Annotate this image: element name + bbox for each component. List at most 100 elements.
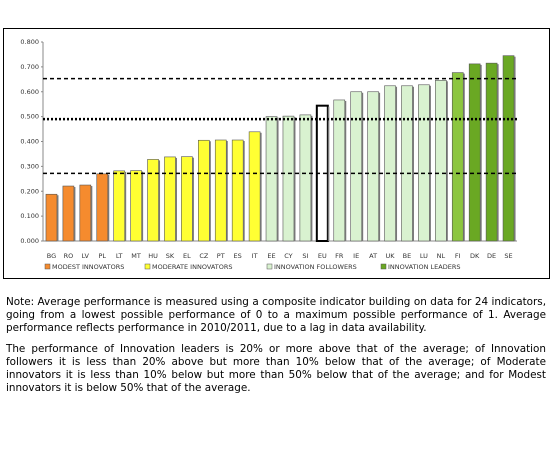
bar (333, 99, 346, 242)
legend-swatch (380, 263, 387, 270)
x-tick-label: HU (148, 252, 158, 260)
bar (282, 115, 295, 242)
bar-shadow (361, 92, 364, 241)
bar-shadow (209, 141, 211, 241)
bar (248, 131, 261, 242)
bar-shadow (124, 171, 127, 241)
x-tick-label: FR (335, 252, 344, 260)
bar-shadow (56, 195, 59, 241)
x-tick-label: RO (64, 252, 74, 260)
y-tick-label: 0.600 (20, 88, 39, 96)
bar (418, 84, 430, 242)
x-tick-label: DE (487, 252, 496, 260)
bar (113, 170, 125, 242)
bar (147, 159, 159, 242)
chart: 0.000 0.100 0.200 0.300 0.400 0.500 0.600 0.700… (3, 28, 550, 279)
x-tick-label: FI (455, 252, 461, 260)
bar (401, 85, 413, 242)
bar-shadow (175, 157, 177, 241)
note: The performance of Innovation leaders is… (6, 343, 546, 394)
bar-shadow (378, 92, 381, 241)
x-tick-label: EU (318, 252, 327, 260)
bar-shadow (446, 81, 448, 242)
bar (96, 173, 109, 242)
bar-shadow (497, 64, 499, 241)
y-tick-label: 0.300 (20, 162, 39, 170)
x-tick-label: MT (131, 252, 141, 260)
legend-swatch (266, 263, 273, 270)
x-tick-label: NL (437, 252, 446, 260)
x-tick-label: SE (504, 252, 512, 260)
bar-shadow (73, 187, 76, 241)
x-tick-label: SK (166, 252, 175, 260)
x-tick-label: UK (386, 252, 396, 260)
y-tick-label: 0.200 (20, 187, 39, 195)
bar-shadow (395, 86, 398, 241)
bar (451, 72, 464, 242)
bar-shadow (277, 117, 279, 241)
legend-swatch (44, 263, 51, 270)
bar (198, 139, 210, 242)
bar-shadow (243, 141, 245, 241)
y-tick-label: 0.100 (20, 212, 39, 220)
notes: Note: Average performance is measured us… (6, 296, 546, 403)
x-tick-label: DK (470, 252, 480, 260)
bar-shadow (141, 171, 144, 241)
bar-shadow (293, 117, 296, 241)
x-tick-label: LU (420, 252, 428, 260)
x-tick-label: BE (403, 252, 412, 260)
x-tick-label: PL (98, 252, 106, 260)
bar-shadow (310, 115, 313, 241)
bar (45, 193, 58, 242)
bar (79, 184, 92, 242)
bar (435, 80, 447, 242)
x-tick-label: AT (369, 252, 377, 260)
bar (214, 139, 227, 242)
x-tick-label: IT (252, 252, 258, 260)
bar (502, 55, 515, 242)
bar-shadow (412, 86, 414, 241)
x-tick-label: LT (116, 252, 123, 260)
bar (231, 139, 244, 242)
bar-shadow (158, 160, 161, 241)
x-tick-label: ES (234, 252, 242, 260)
y-tick-label: 0.400 (20, 138, 39, 146)
bar (350, 91, 362, 242)
bar (164, 156, 176, 242)
bar (62, 185, 75, 242)
bar (130, 170, 142, 242)
bar (485, 62, 498, 242)
chart-frame (3, 28, 550, 279)
x-tick-label: EL (183, 252, 191, 260)
bar-shadow (514, 56, 516, 242)
bar-shadow (327, 106, 330, 242)
x-tick-label: BG (47, 252, 56, 260)
y-tick-label: 0.800 (20, 38, 39, 46)
bar-shadow (192, 157, 194, 241)
y-tick-label: 0.000 (20, 237, 39, 245)
legend-swatch (144, 263, 151, 270)
x-tick-label: SI (302, 252, 308, 260)
bar (367, 91, 379, 242)
bar-shadow (463, 73, 465, 241)
x-tick-label: LV (82, 252, 90, 260)
legend-label: INNOVATION FOLLOWERS (274, 263, 357, 271)
bar (181, 156, 193, 242)
bar (468, 63, 481, 242)
bar-shadow (260, 132, 262, 241)
bar (299, 114, 312, 242)
legend-label: MODEST INNOVATORS (52, 263, 124, 271)
bar (265, 116, 278, 242)
legend-label: INNOVATION LEADERS (388, 263, 460, 271)
bar-shadow (226, 141, 228, 241)
x-tick-label: PT (217, 252, 225, 260)
bar-shadow (107, 174, 110, 241)
x-tick-label: EE (267, 252, 275, 260)
x-tick-label: CY (284, 252, 292, 260)
bar-shadow (429, 85, 431, 241)
bar-shadow (480, 64, 482, 241)
legend-label: MODERATE INNOVATORS (152, 263, 233, 271)
bar (384, 85, 396, 242)
x-tick-label: IE (353, 252, 359, 260)
